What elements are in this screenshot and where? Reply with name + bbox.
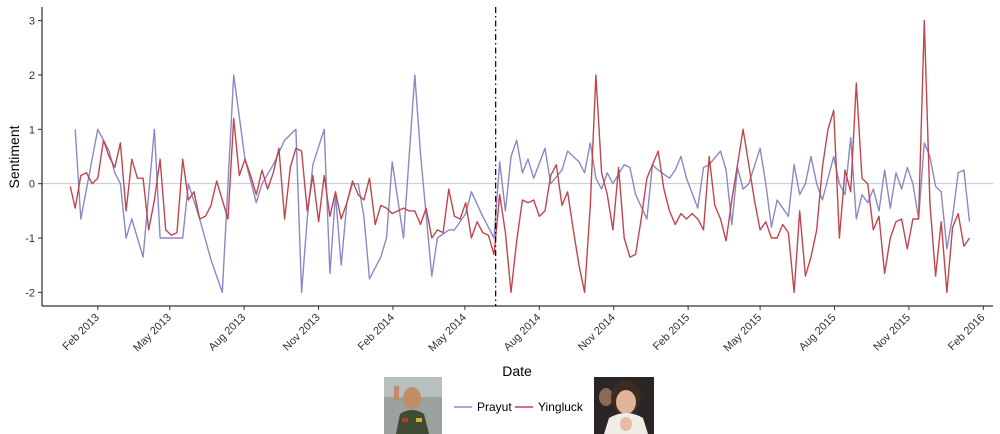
x-tick-label: Aug 2014 xyxy=(502,312,544,354)
x-tick-label: Nov 2014 xyxy=(576,312,618,354)
x-tick-label: Nov 2015 xyxy=(871,312,913,354)
x-tick-label: Feb 2014 xyxy=(356,312,397,353)
y-tick-label: -2 xyxy=(25,287,35,299)
legend-item-prayut: Prayut xyxy=(454,400,512,414)
y-tick-label: 3 xyxy=(29,16,35,28)
series-layer xyxy=(69,19,971,294)
y-tick-label: 2 xyxy=(29,70,35,82)
series-line-prayut xyxy=(74,74,971,294)
x-tick-label: Feb 2013 xyxy=(61,312,102,353)
x-tick-label: Aug 2013 xyxy=(206,312,248,354)
x-axis-title: Date xyxy=(502,363,532,379)
x-tick-label: Feb 2015 xyxy=(651,312,692,353)
y-ticks: -2 -1 0 1 2 3 xyxy=(25,16,42,299)
legend-item-yingluck: Yingluck xyxy=(515,400,584,414)
y-tick-label: 0 xyxy=(29,179,35,191)
legend: Prayut Yingluck xyxy=(384,377,654,434)
legend-label-yingluck: Yingluck xyxy=(538,400,584,414)
x-tick-label: Feb 2016 xyxy=(946,312,987,353)
series-line-yingluck xyxy=(69,19,971,294)
axes-layer xyxy=(41,7,993,307)
x-ticks: Feb 2013 May 2013 Aug 2013 Nov 2013 Feb 2014… xyxy=(61,306,987,355)
x-tick-label: Nov 2013 xyxy=(281,312,323,354)
yingluck-photo-icon xyxy=(594,377,654,434)
legend-label-prayut: Prayut xyxy=(477,400,512,414)
prayut-photo-icon xyxy=(384,377,442,434)
y-tick-label: -1 xyxy=(25,233,35,245)
x-tick-label: May 2014 xyxy=(426,312,469,355)
y-tick-label: 1 xyxy=(29,124,35,136)
x-tick-label: May 2013 xyxy=(131,312,174,355)
y-axis-title: Sentiment xyxy=(6,125,22,188)
x-tick-label: Aug 2015 xyxy=(797,312,839,354)
x-tick-label: May 2015 xyxy=(722,312,765,355)
